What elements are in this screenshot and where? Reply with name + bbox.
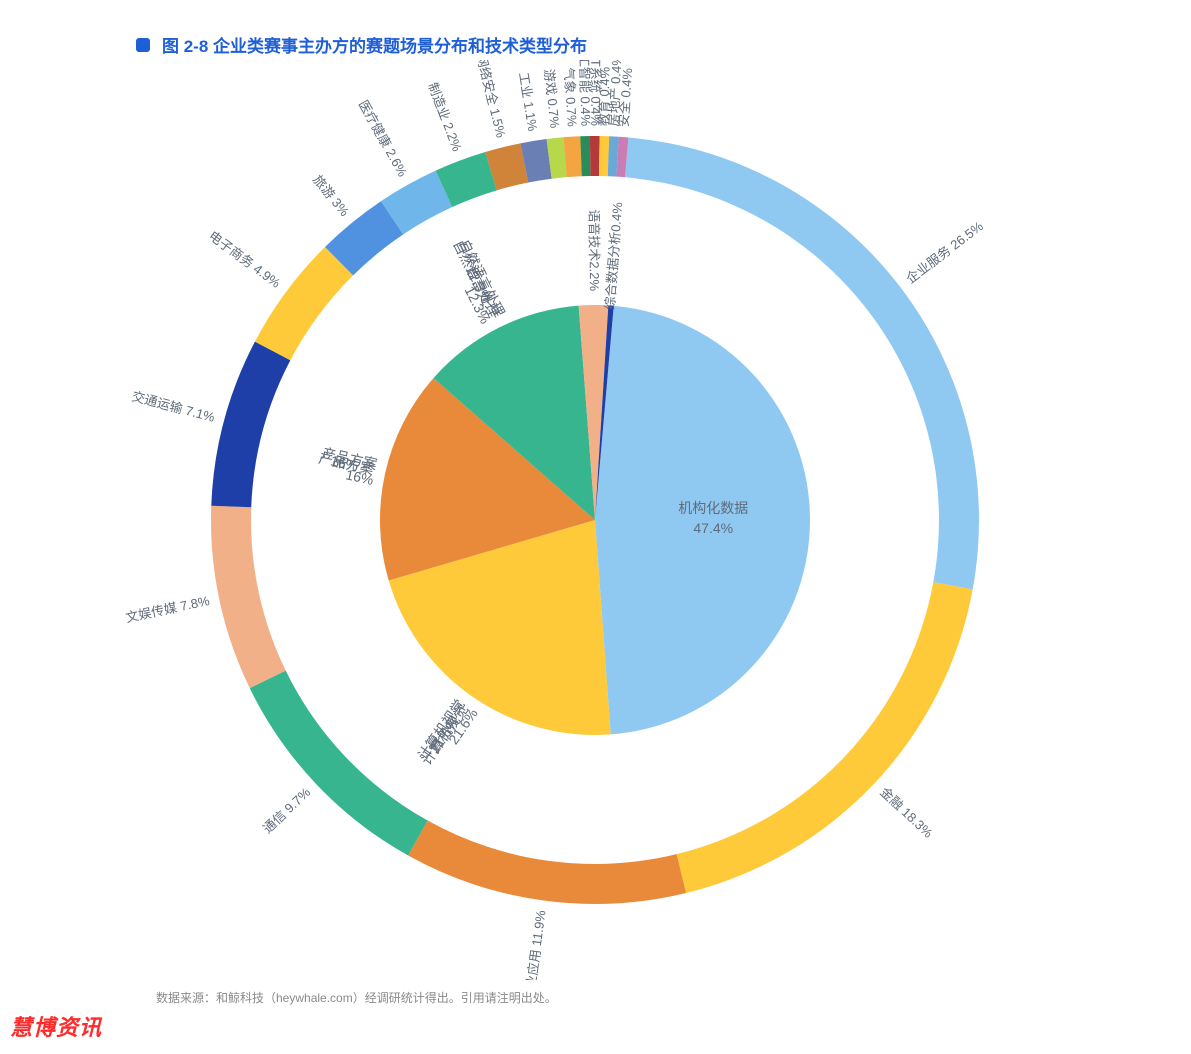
svg-text:游戏 0.7%: 游戏 0.7% bbox=[541, 68, 562, 129]
svg-text:47.4%: 47.4% bbox=[693, 520, 733, 536]
svg-text:工业 1.1%: 工业 1.1% bbox=[516, 71, 540, 132]
title-bullet-icon bbox=[136, 38, 150, 52]
chart-title: 图 2-8 企业类赛事主办方的赛题场景分布和技术类型分布 bbox=[162, 32, 587, 57]
outer-ring-slice bbox=[255, 247, 353, 360]
svg-text:金融 18.3%: 金融 18.3% bbox=[877, 784, 936, 841]
outer-ring-slice bbox=[211, 342, 290, 508]
outer-ring-slice bbox=[580, 136, 590, 176]
svg-text:电子商务 4.9%: 电子商务 4.9% bbox=[206, 228, 284, 291]
svg-text:通信 9.7%: 通信 9.7% bbox=[260, 784, 314, 836]
svg-text:医疗健康 2.6%: 医疗健康 2.6% bbox=[356, 97, 411, 179]
chart-title-row: 图 2-8 企业类赛事主办方的赛题场景分布和技术类型分布 bbox=[136, 32, 587, 57]
outer-ring-slice bbox=[599, 136, 609, 176]
brand-watermark: 慧博资讯 bbox=[10, 1010, 102, 1042]
nested-donut-chart: 企业服务 26.5% 金融 18.3% 跨行业应用 11.9% 通信 9.7% 文娱传媒… bbox=[0, 60, 1191, 980]
svg-text:文娱传媒 7.8%: 文娱传媒 7.8% bbox=[124, 593, 211, 625]
svg-text:跨行业应用 11.9%: 跨行业应用 11.9% bbox=[520, 909, 549, 980]
svg-text:制造业 2.2%: 制造业 2.2% bbox=[425, 80, 465, 153]
svg-text:气象 0.7%: 气象 0.7% bbox=[561, 67, 580, 127]
svg-text:综合数据分析0.4%: 综合数据分析0.4% bbox=[602, 201, 625, 310]
outer-ring-slice bbox=[211, 506, 286, 688]
svg-text:语音技术2.2%: 语音技术2.2% bbox=[586, 209, 602, 291]
svg-text:旅游 3%: 旅游 3% bbox=[310, 172, 353, 219]
svg-text:企业服务 26.5%: 企业服务 26.5% bbox=[903, 218, 986, 286]
svg-text:安全 0.4%: 安全 0.4% bbox=[616, 67, 635, 128]
outer-ring-slice bbox=[590, 136, 600, 176]
outer-ring-slice bbox=[408, 821, 686, 904]
svg-text:机构化数据: 机构化数据 bbox=[678, 500, 748, 516]
svg-text:交通运输 7.1%: 交通运输 7.1% bbox=[130, 388, 217, 425]
footer-source: 数据来源：和鲸科技（heywhale.com）经调研统计得出。引用请注明出处。 bbox=[156, 989, 557, 1006]
svg-text:网络安全 1.5%: 网络安全 1.5% bbox=[474, 60, 509, 140]
